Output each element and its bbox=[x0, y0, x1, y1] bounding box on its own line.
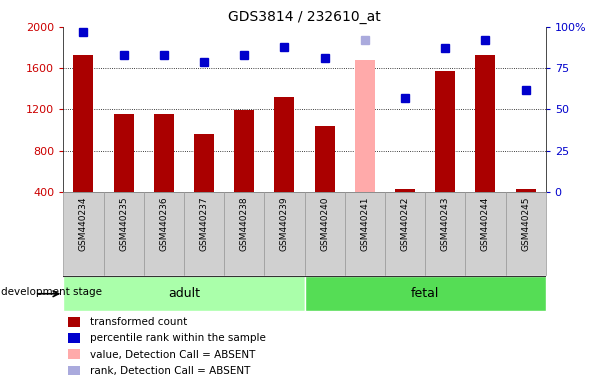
Bar bbox=[63, 276, 305, 311]
Bar bbox=[264, 192, 305, 276]
Bar bbox=[144, 192, 184, 276]
Bar bbox=[113, 114, 134, 192]
Bar bbox=[435, 71, 455, 192]
Bar bbox=[315, 126, 335, 192]
Bar bbox=[345, 192, 385, 276]
Text: GSM440235: GSM440235 bbox=[119, 196, 128, 251]
Bar bbox=[466, 192, 505, 276]
Text: GSM440244: GSM440244 bbox=[481, 196, 490, 251]
Bar bbox=[224, 192, 264, 276]
Bar bbox=[274, 97, 294, 192]
Bar bbox=[425, 192, 466, 276]
Bar bbox=[68, 366, 80, 375]
Text: GSM440234: GSM440234 bbox=[79, 196, 88, 251]
Bar bbox=[63, 192, 104, 276]
Bar bbox=[194, 134, 214, 192]
Bar bbox=[475, 55, 496, 192]
Text: value, Detection Call = ABSENT: value, Detection Call = ABSENT bbox=[90, 349, 255, 359]
Bar bbox=[184, 192, 224, 276]
Text: percentile rank within the sample: percentile rank within the sample bbox=[90, 333, 266, 343]
Text: development stage: development stage bbox=[1, 287, 102, 297]
Text: transformed count: transformed count bbox=[90, 317, 187, 327]
Bar bbox=[395, 189, 415, 192]
Bar bbox=[74, 55, 93, 192]
Text: GSM440245: GSM440245 bbox=[521, 196, 530, 251]
Text: fetal: fetal bbox=[411, 287, 440, 300]
Bar bbox=[305, 192, 345, 276]
Bar bbox=[516, 189, 535, 192]
Bar bbox=[68, 349, 80, 359]
Bar bbox=[154, 114, 174, 192]
Text: GSM440243: GSM440243 bbox=[441, 196, 450, 251]
Bar bbox=[305, 276, 546, 311]
Bar bbox=[505, 192, 546, 276]
Text: GSM440236: GSM440236 bbox=[159, 196, 168, 251]
Title: GDS3814 / 232610_at: GDS3814 / 232610_at bbox=[228, 10, 381, 25]
Text: GSM440238: GSM440238 bbox=[240, 196, 248, 251]
Text: GSM440239: GSM440239 bbox=[280, 196, 289, 251]
Text: GSM440241: GSM440241 bbox=[361, 196, 369, 251]
Bar bbox=[104, 192, 144, 276]
Bar bbox=[355, 60, 375, 192]
Bar bbox=[68, 333, 80, 343]
Text: rank, Detection Call = ABSENT: rank, Detection Call = ABSENT bbox=[90, 366, 250, 376]
Bar bbox=[234, 111, 254, 192]
Text: adult: adult bbox=[168, 287, 200, 300]
Bar bbox=[385, 192, 425, 276]
Text: GSM440242: GSM440242 bbox=[400, 196, 409, 251]
Text: GSM440237: GSM440237 bbox=[200, 196, 209, 251]
Bar bbox=[68, 317, 80, 326]
Text: GSM440240: GSM440240 bbox=[320, 196, 329, 251]
